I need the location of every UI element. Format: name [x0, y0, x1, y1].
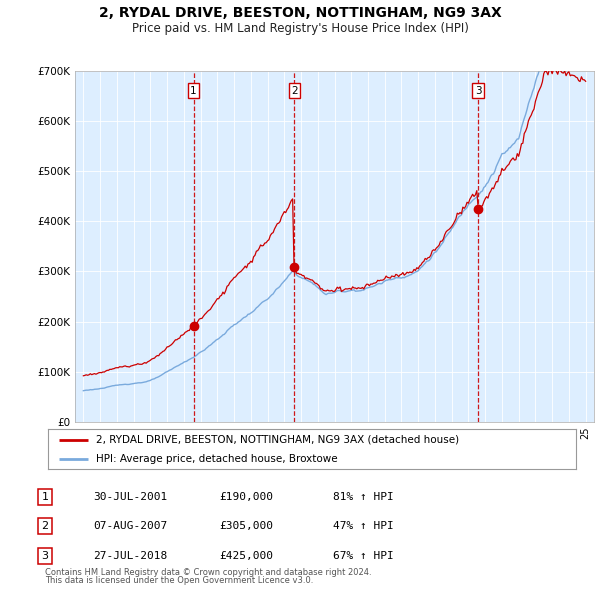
Text: £305,000: £305,000 — [219, 522, 273, 531]
Text: £425,000: £425,000 — [219, 551, 273, 560]
Text: 3: 3 — [475, 86, 481, 96]
Text: 2, RYDAL DRIVE, BEESTON, NOTTINGHAM, NG9 3AX (detached house): 2, RYDAL DRIVE, BEESTON, NOTTINGHAM, NG9… — [95, 435, 458, 445]
Text: 1: 1 — [190, 86, 197, 96]
Text: £190,000: £190,000 — [219, 492, 273, 502]
Text: 2, RYDAL DRIVE, BEESTON, NOTTINGHAM, NG9 3AX: 2, RYDAL DRIVE, BEESTON, NOTTINGHAM, NG9… — [98, 6, 502, 20]
Text: 07-AUG-2007: 07-AUG-2007 — [93, 522, 167, 531]
Text: 27-JUL-2018: 27-JUL-2018 — [93, 551, 167, 560]
Text: 1: 1 — [41, 492, 49, 502]
Text: Contains HM Land Registry data © Crown copyright and database right 2024.: Contains HM Land Registry data © Crown c… — [45, 568, 371, 577]
Text: 2: 2 — [41, 522, 49, 531]
Text: 67% ↑ HPI: 67% ↑ HPI — [333, 551, 394, 560]
Text: 2: 2 — [291, 86, 298, 96]
Text: 81% ↑ HPI: 81% ↑ HPI — [333, 492, 394, 502]
Text: 3: 3 — [41, 551, 49, 560]
Text: Price paid vs. HM Land Registry's House Price Index (HPI): Price paid vs. HM Land Registry's House … — [131, 22, 469, 35]
Text: HPI: Average price, detached house, Broxtowe: HPI: Average price, detached house, Brox… — [95, 454, 337, 464]
Text: This data is licensed under the Open Government Licence v3.0.: This data is licensed under the Open Gov… — [45, 576, 313, 585]
Text: 47% ↑ HPI: 47% ↑ HPI — [333, 522, 394, 531]
Text: 30-JUL-2001: 30-JUL-2001 — [93, 492, 167, 502]
